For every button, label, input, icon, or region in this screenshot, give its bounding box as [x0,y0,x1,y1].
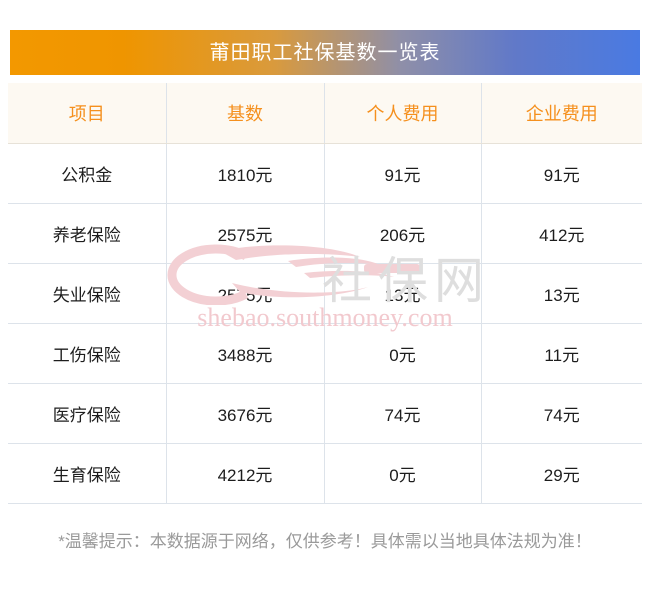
cell-base: 3488元 [166,323,325,384]
column-header-company: 企业费用 [481,83,642,144]
cell-base: 4212元 [166,443,325,504]
cell-base: 2575元 [166,203,325,264]
table-header-row: 项目 基数 个人费用 企业费用 [8,83,642,144]
table-row: 养老保险 2575元 206元 412元 [8,203,642,264]
cell-personal: 91元 [324,143,482,204]
cell-item: 公积金 [8,143,167,204]
table-title-bar: 莆田职工社保基数一览表 [10,30,640,75]
column-header-base: 基数 [166,83,325,144]
footer-disclaimer: *温馨提示：本数据源于网络，仅供参考！具体需以当地具体法规为准！ [58,532,592,551]
cell-personal: 206元 [324,203,482,264]
social-insurance-table: 项目 基数 个人费用 企业费用 公积金 1810元 91元 91元 养老保险 2… [8,83,642,504]
cell-personal: 0元 [324,443,482,504]
table-row: 公积金 1810元 91元 91元 [8,143,642,204]
cell-item: 医疗保险 [8,383,167,444]
column-header-personal: 个人费用 [324,83,482,144]
social-insurance-table-wrapper: 项目 基数 个人费用 企业费用 公积金 1810元 91元 91元 养老保险 2… [8,83,642,504]
cell-personal: 0元 [324,323,482,384]
table-row: 失业保险 2575元 13元 13元 [8,263,642,324]
cell-company: 74元 [481,383,642,444]
cell-base: 1810元 [166,143,325,204]
cell-company: 412元 [481,203,642,264]
cell-item: 养老保险 [8,203,167,264]
table-body: 公积金 1810元 91元 91元 养老保险 2575元 206元 412元 失… [8,143,642,504]
cell-base: 2575元 [166,263,325,324]
cell-base: 3676元 [166,383,325,444]
cell-company: 91元 [481,143,642,204]
cell-company: 11元 [481,323,642,384]
table-row: 医疗保险 3676元 74元 74元 [8,383,642,444]
cell-company: 13元 [481,263,642,324]
cell-item: 失业保险 [8,263,167,324]
page-title: 莆田职工社保基数一览表 [209,41,441,64]
cell-item: 工伤保险 [8,323,167,384]
table-header: 项目 基数 个人费用 企业费用 [8,83,642,144]
table-row: 工伤保险 3488元 0元 11元 [8,323,642,384]
cell-personal: 13元 [324,263,482,324]
cell-company: 29元 [481,443,642,504]
cell-item: 生育保险 [8,443,167,504]
column-header-item: 项目 [8,83,167,144]
cell-personal: 74元 [324,383,482,444]
table-row: 生育保险 4212元 0元 29元 [8,443,642,504]
